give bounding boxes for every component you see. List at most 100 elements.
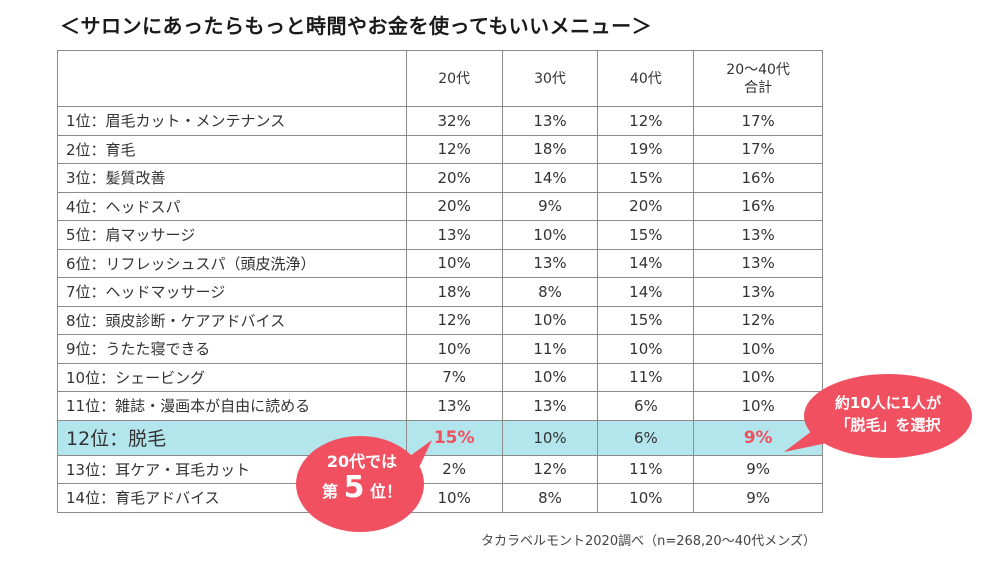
cell-total: 13% — [693, 277, 823, 307]
header-item — [57, 50, 407, 107]
cell-40s: 10% — [597, 483, 695, 513]
cell-total: 10% — [693, 334, 823, 364]
cell-40s: 14% — [597, 277, 695, 307]
cell-30s: 9% — [501, 191, 599, 221]
table-row: 10位：シェービング 7% 10% 11% 10% — [57, 362, 823, 392]
row-item: 4位：ヘッドスパ — [57, 191, 407, 221]
callout-20s-prefix: 第 — [321, 482, 338, 501]
row-item: 9位：うたた寝できる — [57, 334, 407, 364]
cell-40s: 15% — [597, 305, 695, 335]
row-item: 11位：雑誌・漫画本が自由に読める — [57, 391, 407, 421]
cell-30s: 11% — [501, 334, 599, 364]
cell-20s: 12% — [405, 305, 503, 335]
cell-30s: 8% — [501, 483, 599, 513]
cell-20s: 18% — [405, 277, 503, 307]
cell-30s: 13% — [501, 106, 599, 136]
cell-30s: 10% — [501, 419, 599, 456]
cell-20s: 12% — [405, 134, 503, 164]
cell-20s: 13% — [405, 220, 503, 250]
page-title: ＜サロンにあったらもっと時間やお金を使ってもいいメニュー＞ — [60, 14, 653, 38]
cell-20s: 10% — [405, 248, 503, 278]
cell-40s: 15% — [597, 163, 695, 193]
header-total-line1: 20～40代 — [726, 61, 790, 78]
cell-20s: 32% — [405, 106, 503, 136]
header-20s: 20代 — [405, 50, 503, 107]
cell-20s: 13% — [405, 391, 503, 421]
row-item: 8位：頭皮診断・ケアアドバイス — [57, 305, 407, 335]
header-30s: 30代 — [501, 50, 599, 107]
cell-40s: 20% — [597, 191, 695, 221]
row-item: 5位：肩マッサージ — [57, 220, 407, 250]
cell-30s: 10% — [501, 220, 599, 250]
callout-20s-line1: 20代では — [326, 452, 398, 471]
cell-40s: 6% — [597, 391, 695, 421]
callout-20s-line2: 第 5 位！ — [292, 470, 432, 505]
table-row: 8位：頭皮診断・ケアアドバイス 12% 10% 15% 12% — [57, 305, 823, 335]
table-row: 6位：リフレッシュスパ（頭皮洗浄） 10% 13% 14% 13% — [57, 248, 823, 278]
cell-40s: 11% — [597, 362, 695, 392]
cell-30s: 18% — [501, 134, 599, 164]
row-item: 2位：育毛 — [57, 134, 407, 164]
cell-40s: 19% — [597, 134, 695, 164]
header-total: 20～40代 合計 — [693, 50, 823, 107]
cell-30s: 13% — [501, 248, 599, 278]
table-row: 3位：髪質改善 20% 14% 15% 16% — [57, 163, 823, 193]
cell-total: 16% — [693, 163, 823, 193]
cell-20s: 7% — [405, 362, 503, 392]
header-total-line2: 合計 — [744, 79, 773, 96]
callout-one-in-ten-line1: 約10人に1人が — [834, 394, 942, 412]
callout-20s-rank-number: 5 — [343, 470, 365, 505]
callout-20s-shape — [296, 436, 432, 532]
cell-20s: 10% — [405, 334, 503, 364]
cell-20s: 20% — [405, 191, 503, 221]
cell-40s: 11% — [597, 454, 695, 484]
cell-total: 13% — [693, 248, 823, 278]
cell-40s: 6% — [597, 419, 695, 456]
cell-total: 16% — [693, 191, 823, 221]
cell-total: 10% — [693, 391, 823, 421]
callout-one-in-ten: 約10人に1人が 「脱毛」を選択 — [780, 370, 980, 466]
cell-40s: 12% — [597, 106, 695, 136]
cell-30s: 13% — [501, 391, 599, 421]
cell-total: 9% — [693, 454, 823, 484]
table-row: 14位：育毛アドバイス 10% 8% 10% 9% — [57, 483, 823, 513]
cell-20s: 20% — [405, 163, 503, 193]
row-item: 10位：シェービング — [57, 362, 407, 392]
cell-total: 17% — [693, 106, 823, 136]
table-row: 2位：育毛 12% 18% 19% 17% — [57, 134, 823, 164]
cell-total: 17% — [693, 134, 823, 164]
cell-30s: 14% — [501, 163, 599, 193]
row-item: 3位：髪質改善 — [57, 163, 407, 193]
cell-total: 9% — [693, 483, 823, 513]
cell-30s: 10% — [501, 305, 599, 335]
cell-40s: 10% — [597, 334, 695, 364]
cell-40s: 14% — [597, 248, 695, 278]
row-item: 7位：ヘッドマッサージ — [57, 277, 407, 307]
cell-30s: 10% — [501, 362, 599, 392]
table-row: 1位：眉毛カット・メンテナンス 32% 13% 12% 17% — [57, 106, 823, 136]
cell-30s: 12% — [501, 454, 599, 484]
source-note: タカラベルモント2020調べ（n=268,20～40代メンズ） — [481, 534, 816, 549]
table-row: 9位：うたた寝できる 10% 11% 10% 10% — [57, 334, 823, 364]
table-row-highlighted: 12位：脱毛 15% 10% 6% 9% — [57, 419, 823, 456]
callout-20s-suffix: 位！ — [370, 482, 403, 501]
cell-total-highlight: 9% — [693, 419, 823, 456]
cell-30s: 8% — [501, 277, 599, 307]
callout-one-in-ten-line2: 「脱毛」を選択 — [835, 416, 941, 434]
cell-total: 10% — [693, 362, 823, 392]
cell-total: 12% — [693, 305, 823, 335]
callout-one-in-ten-shape — [784, 374, 972, 458]
row-item: 6位：リフレッシュスパ（頭皮洗浄） — [57, 248, 407, 278]
callout-20s-rank: 20代では 第 5 位！ — [292, 422, 432, 534]
table-row: 4位：ヘッドスパ 20% 9% 20% 16% — [57, 191, 823, 221]
table-row: 5位：肩マッサージ 13% 10% 15% 13% — [57, 220, 823, 250]
table-row: 13位：耳ケア・耳毛カット 2% 12% 11% 9% — [57, 454, 823, 484]
row-item: 1位：眉毛カット・メンテナンス — [57, 106, 407, 136]
cell-40s: 15% — [597, 220, 695, 250]
survey-table: 20代 30代 40代 20～40代 合計 1位：眉毛カット・メンテナンス 32% 1… — [57, 50, 823, 513]
cell-total: 13% — [693, 220, 823, 250]
table-row: 11位：雑誌・漫画本が自由に読める 13% 13% 6% 10% — [57, 391, 823, 421]
table-header-row: 20代 30代 40代 20～40代 合計 — [57, 50, 823, 107]
table-row: 7位：ヘッドマッサージ 18% 8% 14% 13% — [57, 277, 823, 307]
header-40s: 40代 — [597, 50, 695, 107]
